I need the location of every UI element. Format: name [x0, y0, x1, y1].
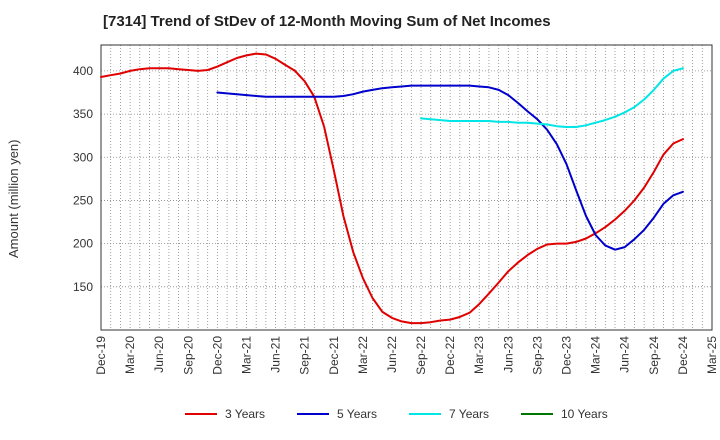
- legend-label: 10 Years: [561, 407, 608, 421]
- x-tick-label: Sep-23: [530, 336, 544, 375]
- x-tick-label: Dec-21: [327, 336, 341, 375]
- x-tick-label: Sep-24: [647, 336, 661, 375]
- x-tick-label: Jun-24: [618, 336, 632, 373]
- x-tick-label: Jun-23: [501, 336, 515, 373]
- x-tick-label: Mar-25: [705, 336, 719, 374]
- x-tick-label: Sep-22: [414, 336, 428, 375]
- y-tick-label: 300: [73, 150, 93, 164]
- x-tick-label: Jun-20: [152, 336, 166, 373]
- x-tick-label: Dec-20: [210, 336, 224, 375]
- x-tick-label: Jun-22: [385, 336, 399, 373]
- grid-lines: [101, 45, 712, 330]
- x-tick-label: Dec-22: [443, 336, 457, 375]
- series-lines: [100, 52, 684, 325]
- series-line-7-years: [420, 67, 684, 128]
- chart-title: [7314] Trend of StDev of 12-Month Moving…: [103, 13, 551, 30]
- x-tick-label: Sep-21: [298, 336, 312, 375]
- legend-label: 3 Years: [225, 407, 265, 421]
- y-tick-label: 350: [73, 107, 93, 121]
- x-tick-label: Mar-24: [589, 336, 603, 374]
- plot-area-frame: [100, 44, 713, 331]
- series-line-3-years: [100, 52, 684, 325]
- x-axis-ticks: Dec-19 Mar-20 Jun-20 Sep-20 Dec-20 Mar-21 Jun-…: [94, 336, 719, 375]
- y-axis-ticks: 150 200 250 300 350 400: [73, 64, 93, 294]
- x-tick-label: Jun-21: [269, 336, 283, 373]
- x-tick-label: Mar-21: [239, 336, 253, 374]
- x-tick-label: Mar-20: [123, 336, 137, 374]
- x-tick-label: Dec-19: [94, 336, 108, 375]
- x-tick-label: Dec-24: [676, 336, 690, 375]
- legend-label: 5 Years: [337, 407, 377, 421]
- x-tick-label: Dec-23: [560, 336, 574, 375]
- x-tick-label: Mar-22: [356, 336, 370, 374]
- y-tick-label: 200: [73, 237, 93, 251]
- y-tick-label: 250: [73, 193, 93, 207]
- x-tick-label: Mar-23: [472, 336, 486, 374]
- x-tick-label: Sep-20: [181, 336, 195, 375]
- series-line-5-years: [216, 84, 684, 251]
- legend-label: 7 Years: [449, 407, 489, 421]
- y-tick-label: 150: [73, 280, 93, 294]
- legend: 3 Years 5 Years 7 Years 10 Years: [185, 407, 608, 421]
- y-tick-label: 400: [73, 64, 93, 78]
